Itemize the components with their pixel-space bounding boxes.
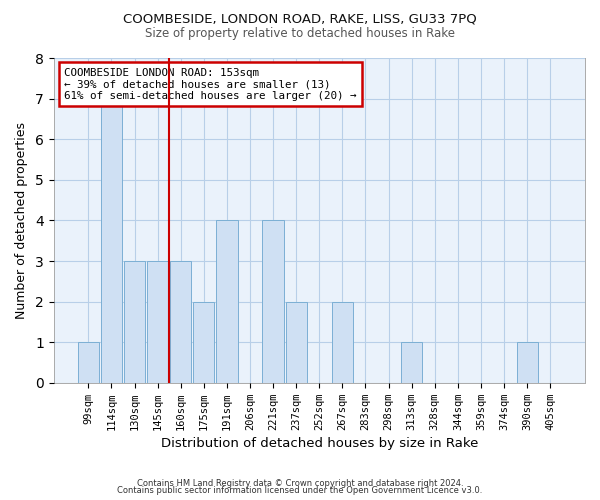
Bar (101, 98, 122, 383)
Bar (517, 342, 538, 383)
Bar (170, 261, 191, 383)
Text: COOMBESIDE, LONDON ROAD, RAKE, LISS, GU33 7PQ: COOMBESIDE, LONDON ROAD, RAKE, LISS, GU3… (123, 12, 477, 26)
Bar (286, 302, 307, 383)
Bar (262, 220, 284, 383)
Bar (216, 220, 238, 383)
Bar (401, 342, 422, 383)
Text: COOMBESIDE LONDON ROAD: 153sqm
← 39% of detached houses are smaller (13)
61% of : COOMBESIDE LONDON ROAD: 153sqm ← 39% of … (64, 68, 356, 101)
Bar (124, 261, 145, 383)
Text: Contains public sector information licensed under the Open Government Licence v3: Contains public sector information licen… (118, 486, 482, 495)
Bar (332, 302, 353, 383)
Text: Contains HM Land Registry data © Crown copyright and database right 2024.: Contains HM Land Registry data © Crown c… (137, 478, 463, 488)
Bar (147, 261, 168, 383)
Y-axis label: Number of detached properties: Number of detached properties (15, 122, 28, 319)
Bar (193, 302, 214, 383)
Bar (77, 342, 99, 383)
Text: Size of property relative to detached houses in Rake: Size of property relative to detached ho… (145, 28, 455, 40)
X-axis label: Distribution of detached houses by size in Rake: Distribution of detached houses by size … (161, 437, 478, 450)
